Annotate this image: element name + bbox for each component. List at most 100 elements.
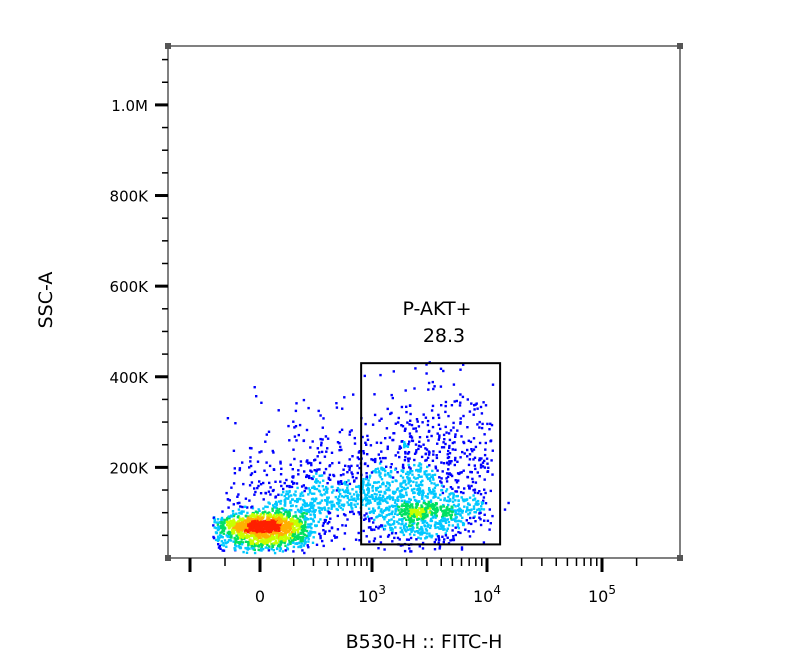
density-dot	[254, 518, 257, 521]
density-dot	[447, 472, 451, 476]
density-dot	[415, 538, 418, 541]
density-dot	[451, 538, 454, 542]
density-dot	[411, 529, 414, 532]
density-dot	[367, 482, 370, 485]
density-dot	[289, 525, 292, 529]
density-dot	[347, 465, 350, 468]
density-dot	[303, 470, 306, 473]
density-dot	[416, 526, 419, 529]
density-dot	[327, 512, 331, 515]
density-dot	[290, 540, 293, 544]
density-dot	[376, 467, 380, 470]
density-dot	[474, 445, 478, 449]
density-dot	[305, 475, 308, 479]
density-dot	[439, 507, 442, 510]
density-dot	[340, 448, 343, 452]
density-dot	[251, 547, 254, 550]
density-dot	[366, 498, 370, 502]
density-dot	[391, 498, 395, 501]
density-dot	[291, 539, 295, 542]
density-dot	[272, 504, 275, 507]
density-dot	[455, 399, 458, 403]
density-dot	[227, 515, 231, 518]
density-dot	[240, 528, 243, 531]
density-dot	[280, 526, 284, 529]
density-dot	[421, 421, 424, 424]
density-dot	[285, 497, 288, 500]
density-dot	[253, 518, 256, 521]
density-dot	[305, 502, 308, 505]
density-dot	[423, 511, 427, 515]
density-dot	[400, 499, 403, 503]
density-dot	[425, 506, 428, 510]
density-dot	[338, 430, 342, 434]
density-dot	[326, 447, 329, 450]
density-dot	[384, 437, 387, 440]
density-dot	[381, 468, 384, 472]
density-dot	[246, 535, 249, 538]
density-dot	[415, 449, 418, 452]
density-dot	[253, 538, 256, 541]
density-dot	[330, 507, 333, 510]
density-dot	[295, 522, 298, 526]
density-dot	[267, 549, 271, 552]
density-dot	[326, 498, 329, 501]
density-dot	[357, 457, 361, 461]
density-dot	[263, 528, 267, 531]
density-dot	[444, 425, 447, 429]
density-dot	[230, 536, 233, 539]
density-dot	[240, 518, 244, 522]
density-dot	[258, 523, 261, 526]
density-dot	[320, 450, 324, 454]
density-dot	[424, 537, 427, 540]
density-dot	[273, 514, 276, 518]
density-dot	[267, 535, 270, 538]
density-dot	[303, 511, 306, 515]
density-dot	[288, 538, 291, 542]
density-dot	[300, 510, 303, 513]
density-dot	[417, 512, 420, 515]
gate-rectangle[interactable]	[360, 362, 502, 546]
density-dot	[261, 543, 264, 547]
density-dot	[342, 495, 346, 499]
density-dot	[470, 448, 473, 451]
density-dot	[421, 517, 425, 521]
density-dot	[459, 393, 462, 396]
density-dot	[459, 514, 462, 517]
density-dot	[288, 541, 291, 544]
density-dot	[396, 520, 399, 523]
density-dot	[366, 488, 369, 491]
density-dot	[297, 545, 300, 549]
density-dot	[274, 500, 278, 504]
density-dot	[365, 472, 368, 475]
density-dot	[480, 426, 484, 430]
density-dot	[466, 508, 469, 512]
density-dot	[403, 513, 407, 516]
density-dot	[439, 524, 442, 527]
density-dot	[476, 471, 479, 474]
density-dot	[441, 491, 445, 495]
density-dot	[421, 483, 424, 487]
density-dot	[284, 508, 288, 512]
density-dot	[397, 416, 400, 420]
density-dot	[402, 481, 405, 484]
density-dot	[286, 530, 290, 533]
density-dot	[335, 489, 339, 492]
density-dot	[297, 520, 301, 523]
density-dot	[420, 512, 423, 515]
density-dot	[343, 396, 346, 399]
density-dot	[404, 455, 407, 459]
density-dot	[423, 519, 426, 523]
density-dot	[377, 471, 380, 474]
density-dot	[287, 497, 290, 500]
density-dot	[307, 487, 311, 490]
density-dot	[268, 481, 271, 485]
density-dot	[391, 496, 395, 499]
density-dot	[256, 542, 259, 545]
density-dot	[299, 515, 302, 518]
density-dot	[268, 521, 272, 525]
density-dot	[443, 528, 446, 531]
density-dot	[418, 475, 421, 478]
density-dot	[262, 521, 265, 524]
density-dot	[443, 517, 446, 520]
